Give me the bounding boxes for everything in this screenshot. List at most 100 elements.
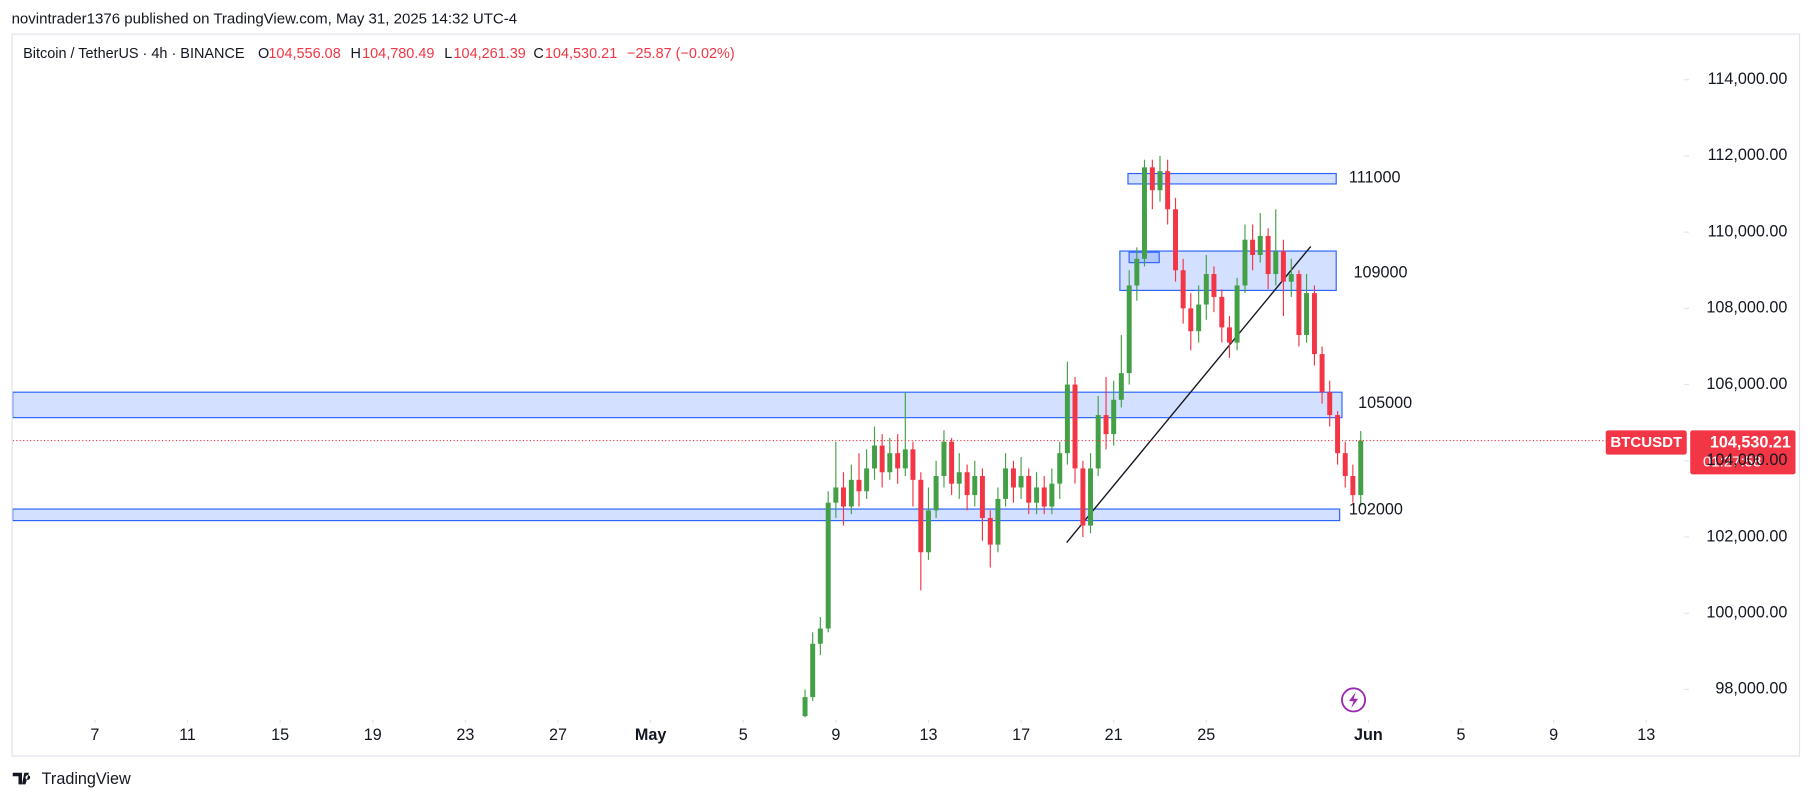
symbol-badge xyxy=(1605,430,1687,455)
legend-key: H xyxy=(351,46,361,62)
candle-body xyxy=(1296,274,1302,336)
candle-body xyxy=(1126,285,1132,374)
candle-body xyxy=(1242,239,1248,286)
legend-value: 104,556.08 xyxy=(268,46,340,62)
alert-icon[interactable] xyxy=(1341,687,1367,713)
x-tick-label: 9 xyxy=(831,726,840,744)
countdown: 01:27:58 xyxy=(1703,454,1761,471)
candle-body xyxy=(979,476,985,518)
x-tick-label: 5 xyxy=(739,726,748,744)
candle-body xyxy=(817,628,823,644)
x-tick-label: 19 xyxy=(364,726,382,744)
candle-body xyxy=(1118,373,1124,400)
legend-key: L xyxy=(444,46,452,62)
candle-body xyxy=(1319,354,1325,393)
candle-body xyxy=(1311,293,1317,355)
candle-body xyxy=(872,445,877,469)
x-tick-label: Jun xyxy=(1354,726,1383,744)
candle-body xyxy=(1234,285,1240,343)
candle-body xyxy=(941,441,947,477)
annotation: 109000 xyxy=(1354,263,1408,281)
candle-body xyxy=(1327,392,1333,416)
x-tick-label: 21 xyxy=(1105,726,1123,744)
candle-body xyxy=(1288,274,1294,282)
candle-body xyxy=(1141,167,1147,259)
plot-area xyxy=(12,155,1684,718)
candle-body xyxy=(902,449,908,469)
y-tick-label: 104,000.00 xyxy=(1706,451,1787,469)
symbol-label: BTCUSDT xyxy=(1610,434,1683,451)
x-tick-label: 25 xyxy=(1197,726,1215,744)
y-tick-label: 108,000.00 xyxy=(1706,299,1787,317)
candle-body xyxy=(1273,251,1279,275)
candle-body xyxy=(1149,167,1155,191)
y-tick-label: 102,000.00 xyxy=(1706,527,1787,545)
x-tick-label: 27 xyxy=(549,726,567,744)
legend-key: O xyxy=(258,46,269,62)
legend-value: 104,261.39 xyxy=(454,46,526,62)
candle-body xyxy=(1280,251,1286,282)
x-tick-label: 9 xyxy=(1549,726,1558,744)
candle-body xyxy=(1080,468,1086,526)
candle-body xyxy=(1350,476,1356,496)
candle-body xyxy=(1010,468,1016,488)
last-price-label: 104,530.21 xyxy=(1710,433,1791,451)
candle-body xyxy=(1057,453,1063,484)
candle-body xyxy=(964,472,970,496)
candle-body xyxy=(1342,453,1348,477)
candle-body xyxy=(864,468,870,492)
alert-bolt[interactable] xyxy=(1348,691,1359,709)
candle-body xyxy=(987,517,993,545)
x-tick-label: 17 xyxy=(1012,726,1030,744)
footer-logo: TradingView xyxy=(12,770,131,788)
x-tick-label: 5 xyxy=(1456,726,1465,744)
y-tick-label: 114,000.00 xyxy=(1708,70,1788,88)
x-tick-label: 13 xyxy=(1637,726,1655,744)
candle-body xyxy=(1034,487,1040,503)
candle-body xyxy=(933,476,939,511)
candle-body xyxy=(810,643,816,698)
annotation: 102000 xyxy=(1349,500,1403,518)
candle-body xyxy=(1304,293,1310,336)
footer: TradingView xyxy=(42,770,131,788)
candle-body xyxy=(1165,171,1171,210)
candle-body xyxy=(1196,304,1202,332)
candle-body xyxy=(910,449,916,480)
candle-body xyxy=(925,510,931,553)
x-tick-label: 11 xyxy=(179,726,196,744)
candle-body xyxy=(1203,274,1209,305)
candle-body xyxy=(841,487,846,507)
candle-body xyxy=(802,697,808,717)
candle-body xyxy=(1188,308,1194,332)
candle-body xyxy=(856,479,862,492)
candle-body xyxy=(1111,399,1117,435)
candle-body xyxy=(1095,415,1101,469)
logo-mark xyxy=(12,772,31,785)
candle-body xyxy=(1173,209,1178,271)
alert-circle[interactable] xyxy=(1341,687,1367,713)
legend-value: 104,780.49 xyxy=(362,46,434,62)
candle-body xyxy=(825,502,831,629)
candle-body xyxy=(1157,171,1163,191)
legend-symbol: Bitcoin / TetherUS · 4h · BINANCE xyxy=(23,46,245,62)
annotation: 105000 xyxy=(1358,394,1412,412)
candle-body xyxy=(918,479,924,553)
candle-body xyxy=(949,441,955,484)
y-tick-label: 110,000.00 xyxy=(1708,222,1788,240)
pane-frame xyxy=(11,33,1801,757)
candle-body xyxy=(1211,274,1217,297)
candle-body xyxy=(1134,258,1140,286)
candle-body xyxy=(956,472,962,484)
zone xyxy=(1127,172,1337,185)
candle-body xyxy=(1026,476,1032,503)
legend: Bitcoin / TetherUS · 4h · BINANCE O 104,… xyxy=(23,46,735,62)
x-tick-label: 15 xyxy=(271,726,289,744)
y-tick-label: 98,000.00 xyxy=(1715,680,1787,698)
y-tick-label: 112,000.00 xyxy=(1708,146,1788,164)
candle-body xyxy=(1265,235,1271,275)
candle-body xyxy=(1018,476,1024,488)
candle-body xyxy=(1003,468,1009,499)
